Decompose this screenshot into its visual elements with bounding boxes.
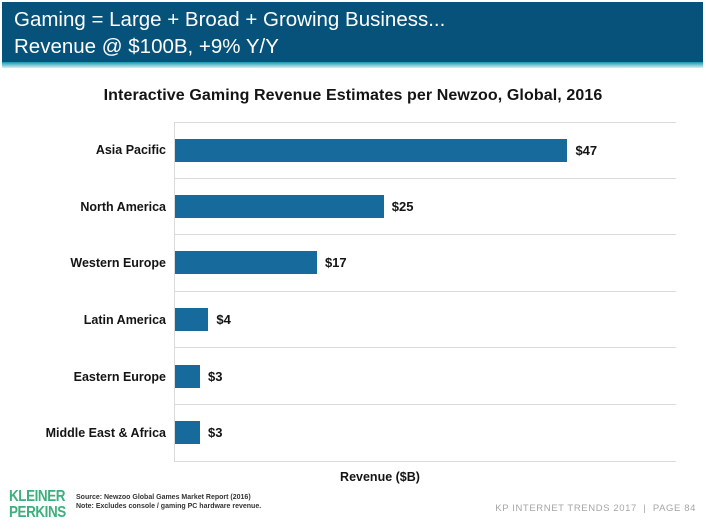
category-label: North America xyxy=(80,199,166,214)
header-title-line2: Revenue @ $100B, +9% Y/Y xyxy=(14,35,279,58)
category-label: Latin America xyxy=(83,313,166,328)
note-line: Note: Excludes console / gaming PC hardw… xyxy=(76,503,262,510)
header-accent-stripe xyxy=(2,62,703,68)
plot-band: $25 xyxy=(174,178,676,236)
chart-row: Middle East & Africa $3 xyxy=(0,404,706,462)
plot-band: $17 xyxy=(174,235,676,292)
value-label: $3 xyxy=(208,425,223,441)
plot-band: $4 xyxy=(174,291,676,349)
footer-page-info: KP INTERNET TRENDS 2017 | PAGE 84 xyxy=(495,503,696,514)
chart-row: Western Europe $17 xyxy=(0,235,706,292)
value-label: $17 xyxy=(324,255,347,271)
plot-band: $47 xyxy=(174,122,676,179)
chart-row: North America $25 xyxy=(0,178,706,236)
logo-line2: PERKINS xyxy=(9,503,66,521)
bar xyxy=(175,308,209,332)
slide-header: Gaming = Large + Broad + Growing Busines… xyxy=(2,2,703,62)
value-label: $47 xyxy=(575,142,598,158)
bar xyxy=(175,364,201,388)
logo-line1: KLEINER xyxy=(9,488,66,505)
chart-row: Eastern Europe $3 xyxy=(0,348,706,405)
chart-row: Asia Pacific $47 xyxy=(0,122,706,179)
bar xyxy=(175,251,317,275)
kleiner-perkins-logo: KLEINER PERKINS xyxy=(9,489,66,520)
header-title-line1: Gaming = Large + Broad + Growing Busines… xyxy=(14,8,446,31)
x-axis-label: Revenue ($B) xyxy=(340,470,420,484)
value-label: $3 xyxy=(208,368,223,384)
value-label: $25 xyxy=(391,198,414,214)
category-label: Asia Pacific xyxy=(95,143,166,158)
category-label: Eastern Europe xyxy=(73,369,166,384)
plot-band: $3 xyxy=(174,404,676,462)
value-label: $4 xyxy=(216,312,231,328)
bar xyxy=(175,194,384,218)
bar-rows: Asia Pacific $47 North America $25 Western E… xyxy=(0,122,706,462)
chart-title: Interactive Gaming Revenue Estimates per… xyxy=(103,87,603,104)
category-label: Western Europe xyxy=(70,256,166,271)
chart-row: Latin America $4 xyxy=(0,291,706,349)
bar xyxy=(175,421,201,445)
bar xyxy=(175,138,568,162)
category-label: Middle East & Africa xyxy=(45,426,166,441)
source-line: Source: Newzoo Global Games Market Repor… xyxy=(76,494,251,501)
plot-band: $3 xyxy=(174,348,676,405)
source-note: Source: Newzoo Global Games Market Repor… xyxy=(76,493,261,511)
